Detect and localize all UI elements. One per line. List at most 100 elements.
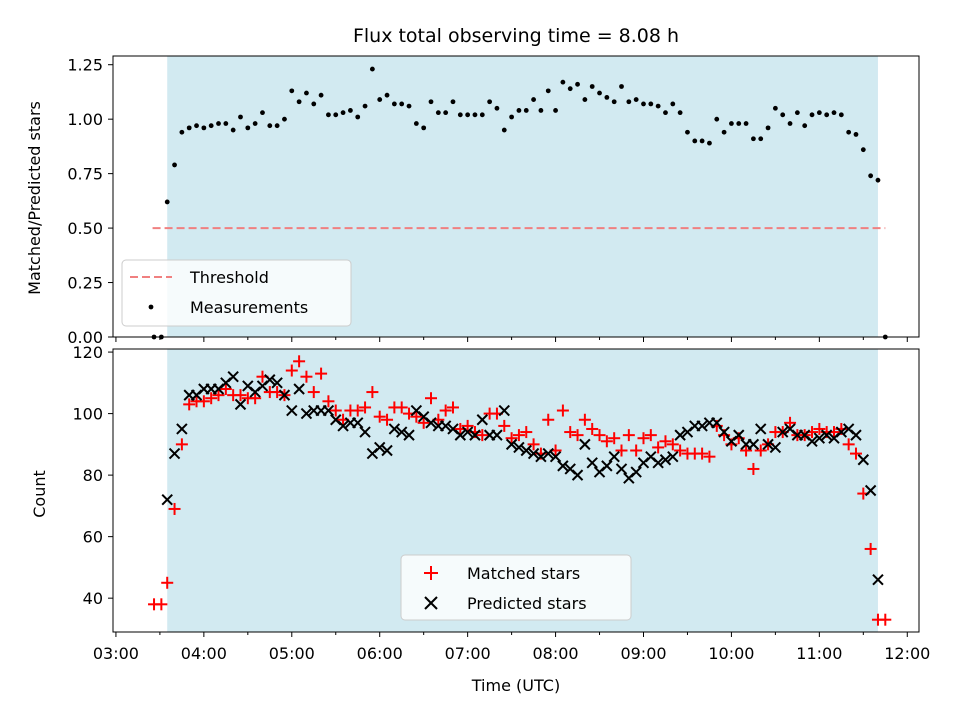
legend-measurements-label: Measurements xyxy=(190,298,308,317)
matched-point xyxy=(322,395,335,408)
measurement-point xyxy=(765,125,771,131)
measurement-point xyxy=(355,114,361,120)
measurement-point xyxy=(223,121,229,126)
measurement-point xyxy=(538,108,544,113)
measurement-point xyxy=(589,84,595,89)
matched-point xyxy=(285,364,298,377)
predicted-point xyxy=(454,429,467,441)
predicted-point xyxy=(835,426,848,438)
predicted-point xyxy=(857,454,870,466)
measurement-point xyxy=(348,108,353,113)
matched-point xyxy=(520,426,533,439)
top-series-0 xyxy=(151,66,888,340)
measurement-point xyxy=(670,101,676,107)
predicted-point xyxy=(374,441,386,454)
measurement-point xyxy=(772,105,778,111)
matched-point xyxy=(578,413,591,426)
legend-threshold-label: Threshold xyxy=(189,268,269,287)
matched-point xyxy=(542,413,555,426)
predicted-point xyxy=(176,423,188,435)
matched-point xyxy=(505,432,518,445)
measurement-point xyxy=(853,132,859,137)
measurement-point xyxy=(340,110,346,116)
measurement-point xyxy=(846,129,852,135)
matched-point xyxy=(703,450,716,463)
measurement-point xyxy=(531,97,536,102)
measurement-point xyxy=(714,116,720,122)
measurement-point xyxy=(252,121,258,126)
predicted-point xyxy=(513,441,525,454)
measurement-point xyxy=(831,110,837,116)
matched-point xyxy=(373,410,386,423)
measurement-point xyxy=(186,125,192,131)
measurement-point xyxy=(318,92,324,98)
xtick-label: 08:00 xyxy=(533,644,579,663)
measurement-point xyxy=(260,110,265,116)
matched-point xyxy=(754,444,767,457)
measurement-point xyxy=(201,125,207,131)
matched-point xyxy=(461,419,474,432)
matched-point xyxy=(307,386,320,399)
matched-point xyxy=(674,444,687,457)
measurement-point xyxy=(751,136,756,142)
measurement-point xyxy=(362,103,368,109)
measurement-point xyxy=(465,112,471,118)
predicted-point xyxy=(381,444,393,457)
measurement-point xyxy=(208,123,214,129)
measurement-point xyxy=(282,116,287,122)
measurement-point xyxy=(516,108,522,113)
matched-point xyxy=(659,435,672,448)
predicted-point xyxy=(659,454,672,466)
predicted-point xyxy=(337,420,349,432)
matched-point xyxy=(527,438,540,451)
predicted-point xyxy=(820,429,833,441)
predicted-point xyxy=(271,377,283,389)
measurement-point xyxy=(655,103,661,109)
legend-predicted-swatch xyxy=(424,596,438,610)
measurement-point xyxy=(179,129,185,135)
measurement-point xyxy=(626,99,632,105)
predicted-point xyxy=(733,429,745,441)
measurement-point xyxy=(377,97,383,102)
xtick-label: 10:00 xyxy=(708,644,754,663)
measurement-point xyxy=(238,114,243,120)
bottom-ytick-label: 100 xyxy=(72,405,103,424)
measurement-point xyxy=(545,88,551,94)
measurement-point xyxy=(230,127,236,133)
matched-point xyxy=(395,401,408,414)
bottom-legend: Matched stars Predicted stars xyxy=(400,554,632,621)
measurement-point xyxy=(794,110,800,116)
predicted-point xyxy=(557,460,569,472)
measurement-point xyxy=(567,86,573,92)
predicted-point xyxy=(850,429,862,441)
matched-point xyxy=(446,401,459,414)
predicted-point xyxy=(674,429,686,441)
legend-matched-label: Matched stars xyxy=(467,564,580,583)
matched-point xyxy=(512,429,525,442)
matched-point xyxy=(366,386,379,399)
measurement-point xyxy=(721,129,727,135)
predicted-point xyxy=(300,407,313,420)
predicted-point xyxy=(615,463,628,475)
predicted-point xyxy=(586,457,598,469)
matched-point xyxy=(425,392,438,405)
chart-title: Flux total observing time = 8.08 h xyxy=(353,25,679,47)
matched-point xyxy=(410,410,423,423)
measurement-point xyxy=(501,127,507,133)
matched-point xyxy=(556,404,569,417)
measurement-point xyxy=(816,110,822,116)
measurement-point xyxy=(648,101,654,107)
predicted-point xyxy=(234,398,247,411)
predicted-point xyxy=(608,450,620,463)
top-ytick-label: 1.25 xyxy=(67,56,103,75)
measurement-point xyxy=(641,101,646,107)
matched-point xyxy=(564,426,577,439)
bottom-y-axis-label: Count xyxy=(30,470,49,518)
predicted-point xyxy=(461,426,474,438)
xtick-label: 11:00 xyxy=(796,644,842,663)
measurement-point xyxy=(267,123,273,129)
measurement-point xyxy=(443,110,449,116)
legend-predicted-label: Predicted stars xyxy=(467,594,587,613)
measurement-point xyxy=(619,84,624,89)
